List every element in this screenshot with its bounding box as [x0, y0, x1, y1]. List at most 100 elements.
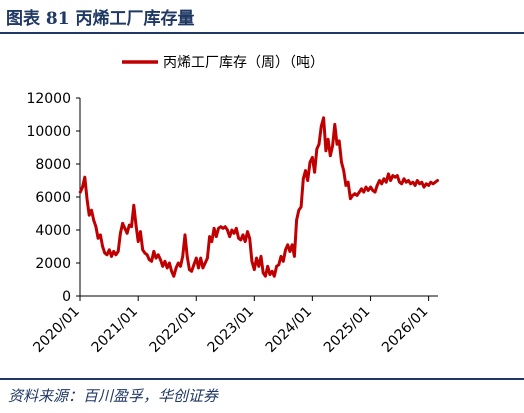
data-point: [165, 266, 169, 270]
data-point: [101, 245, 104, 248]
data-point: [79, 190, 82, 194]
data-point: [128, 223, 131, 227]
data-point: [246, 230, 249, 233]
data-point: [402, 177, 406, 181]
data-point: [355, 194, 359, 197]
data-point: [411, 180, 415, 184]
series-line: [78, 116, 439, 278]
data-point: [369, 185, 372, 189]
x-tick-label: 2026/01: [379, 304, 431, 356]
y-tick-label: 0: [62, 289, 71, 305]
data-point: [366, 189, 370, 192]
data-point: [203, 261, 207, 265]
data-point: [201, 266, 205, 270]
legend: 丙烯工厂库存（周）（吨）: [122, 55, 324, 71]
data-point: [116, 250, 120, 253]
data-point: [293, 255, 296, 258]
data-point: [400, 182, 404, 186]
y-tick-label: 2000: [35, 256, 71, 272]
data-point: [349, 197, 352, 200]
data-point: [344, 184, 348, 187]
data-point: [407, 179, 410, 182]
data-point: [433, 180, 437, 184]
data-point: [159, 258, 162, 261]
data-point: [333, 123, 337, 126]
y-tick-label: 10000: [26, 124, 71, 140]
data-point: [391, 174, 395, 177]
data-point: [331, 144, 334, 148]
data-point: [199, 256, 203, 260]
data-point: [431, 182, 435, 186]
data-point: [85, 197, 89, 200]
data-point: [230, 228, 234, 232]
data-point: [277, 263, 281, 266]
data-point: [183, 233, 187, 237]
data-point: [161, 265, 165, 268]
data-point: [357, 190, 361, 194]
data-point: [418, 182, 421, 186]
data-point: [371, 189, 375, 192]
data-point: [134, 223, 138, 227]
data-point: [105, 253, 109, 257]
data-point: [87, 213, 91, 217]
figure-title: 图表 81 丙烯工厂库存量: [6, 9, 195, 29]
data-point: [393, 175, 397, 179]
data-point: [429, 180, 433, 184]
data-point: [172, 274, 176, 278]
data-point: [81, 185, 84, 189]
x-tick-label: 2021/01: [89, 304, 141, 356]
data-point: [83, 175, 87, 179]
data-point: [413, 184, 417, 187]
data-point: [424, 182, 428, 186]
data-point: [107, 248, 111, 252]
data-point: [360, 187, 363, 191]
data-point: [275, 265, 278, 268]
footer-rule: [0, 378, 524, 380]
y-axis: 0 2000 4000 6000 8000 10000 12000: [26, 91, 81, 305]
data-point: [297, 208, 301, 212]
legend-label: 丙烯工厂库存（周）（吨）: [163, 55, 324, 71]
data-point: [404, 180, 408, 184]
data-point: [179, 265, 182, 268]
x-tick-label: 2025/01: [321, 304, 373, 356]
data-point: [141, 248, 144, 252]
data-point: [170, 269, 173, 273]
data-point: [114, 253, 118, 257]
data-point: [235, 227, 238, 230]
data-point: [92, 218, 95, 222]
data-point: [317, 142, 321, 146]
data-point: [163, 260, 167, 263]
y-tick-label: 6000: [35, 190, 71, 206]
data-point: [395, 174, 399, 177]
data-point: [119, 232, 122, 235]
data-point: [210, 240, 214, 243]
data-point: [335, 142, 339, 146]
data-point: [337, 139, 341, 143]
figure-source: 资料来源：百川盈孚，华创证券: [8, 387, 219, 405]
data-point: [301, 177, 305, 181]
data-point: [132, 203, 136, 207]
data-point: [286, 243, 290, 247]
data-point: [299, 205, 303, 209]
data-point: [284, 248, 287, 252]
x-tick-label: 2024/01: [263, 304, 315, 356]
data-point: [206, 256, 209, 260]
data-point: [103, 251, 107, 255]
data-point: [268, 273, 272, 276]
data-point: [148, 258, 151, 261]
data-point: [110, 255, 113, 258]
data-point: [261, 271, 265, 275]
data-point: [130, 225, 133, 228]
data-point: [273, 274, 276, 278]
data-point: [295, 218, 298, 222]
data-point: [398, 180, 401, 184]
y-tick-label: 12000: [26, 91, 71, 107]
data-point: [190, 269, 193, 273]
data-point: [248, 236, 251, 240]
data-point: [223, 225, 227, 228]
data-point: [232, 232, 236, 235]
data-point: [346, 180, 350, 184]
data-point: [125, 232, 129, 235]
data-point: [279, 255, 283, 258]
data-point: [123, 227, 127, 230]
